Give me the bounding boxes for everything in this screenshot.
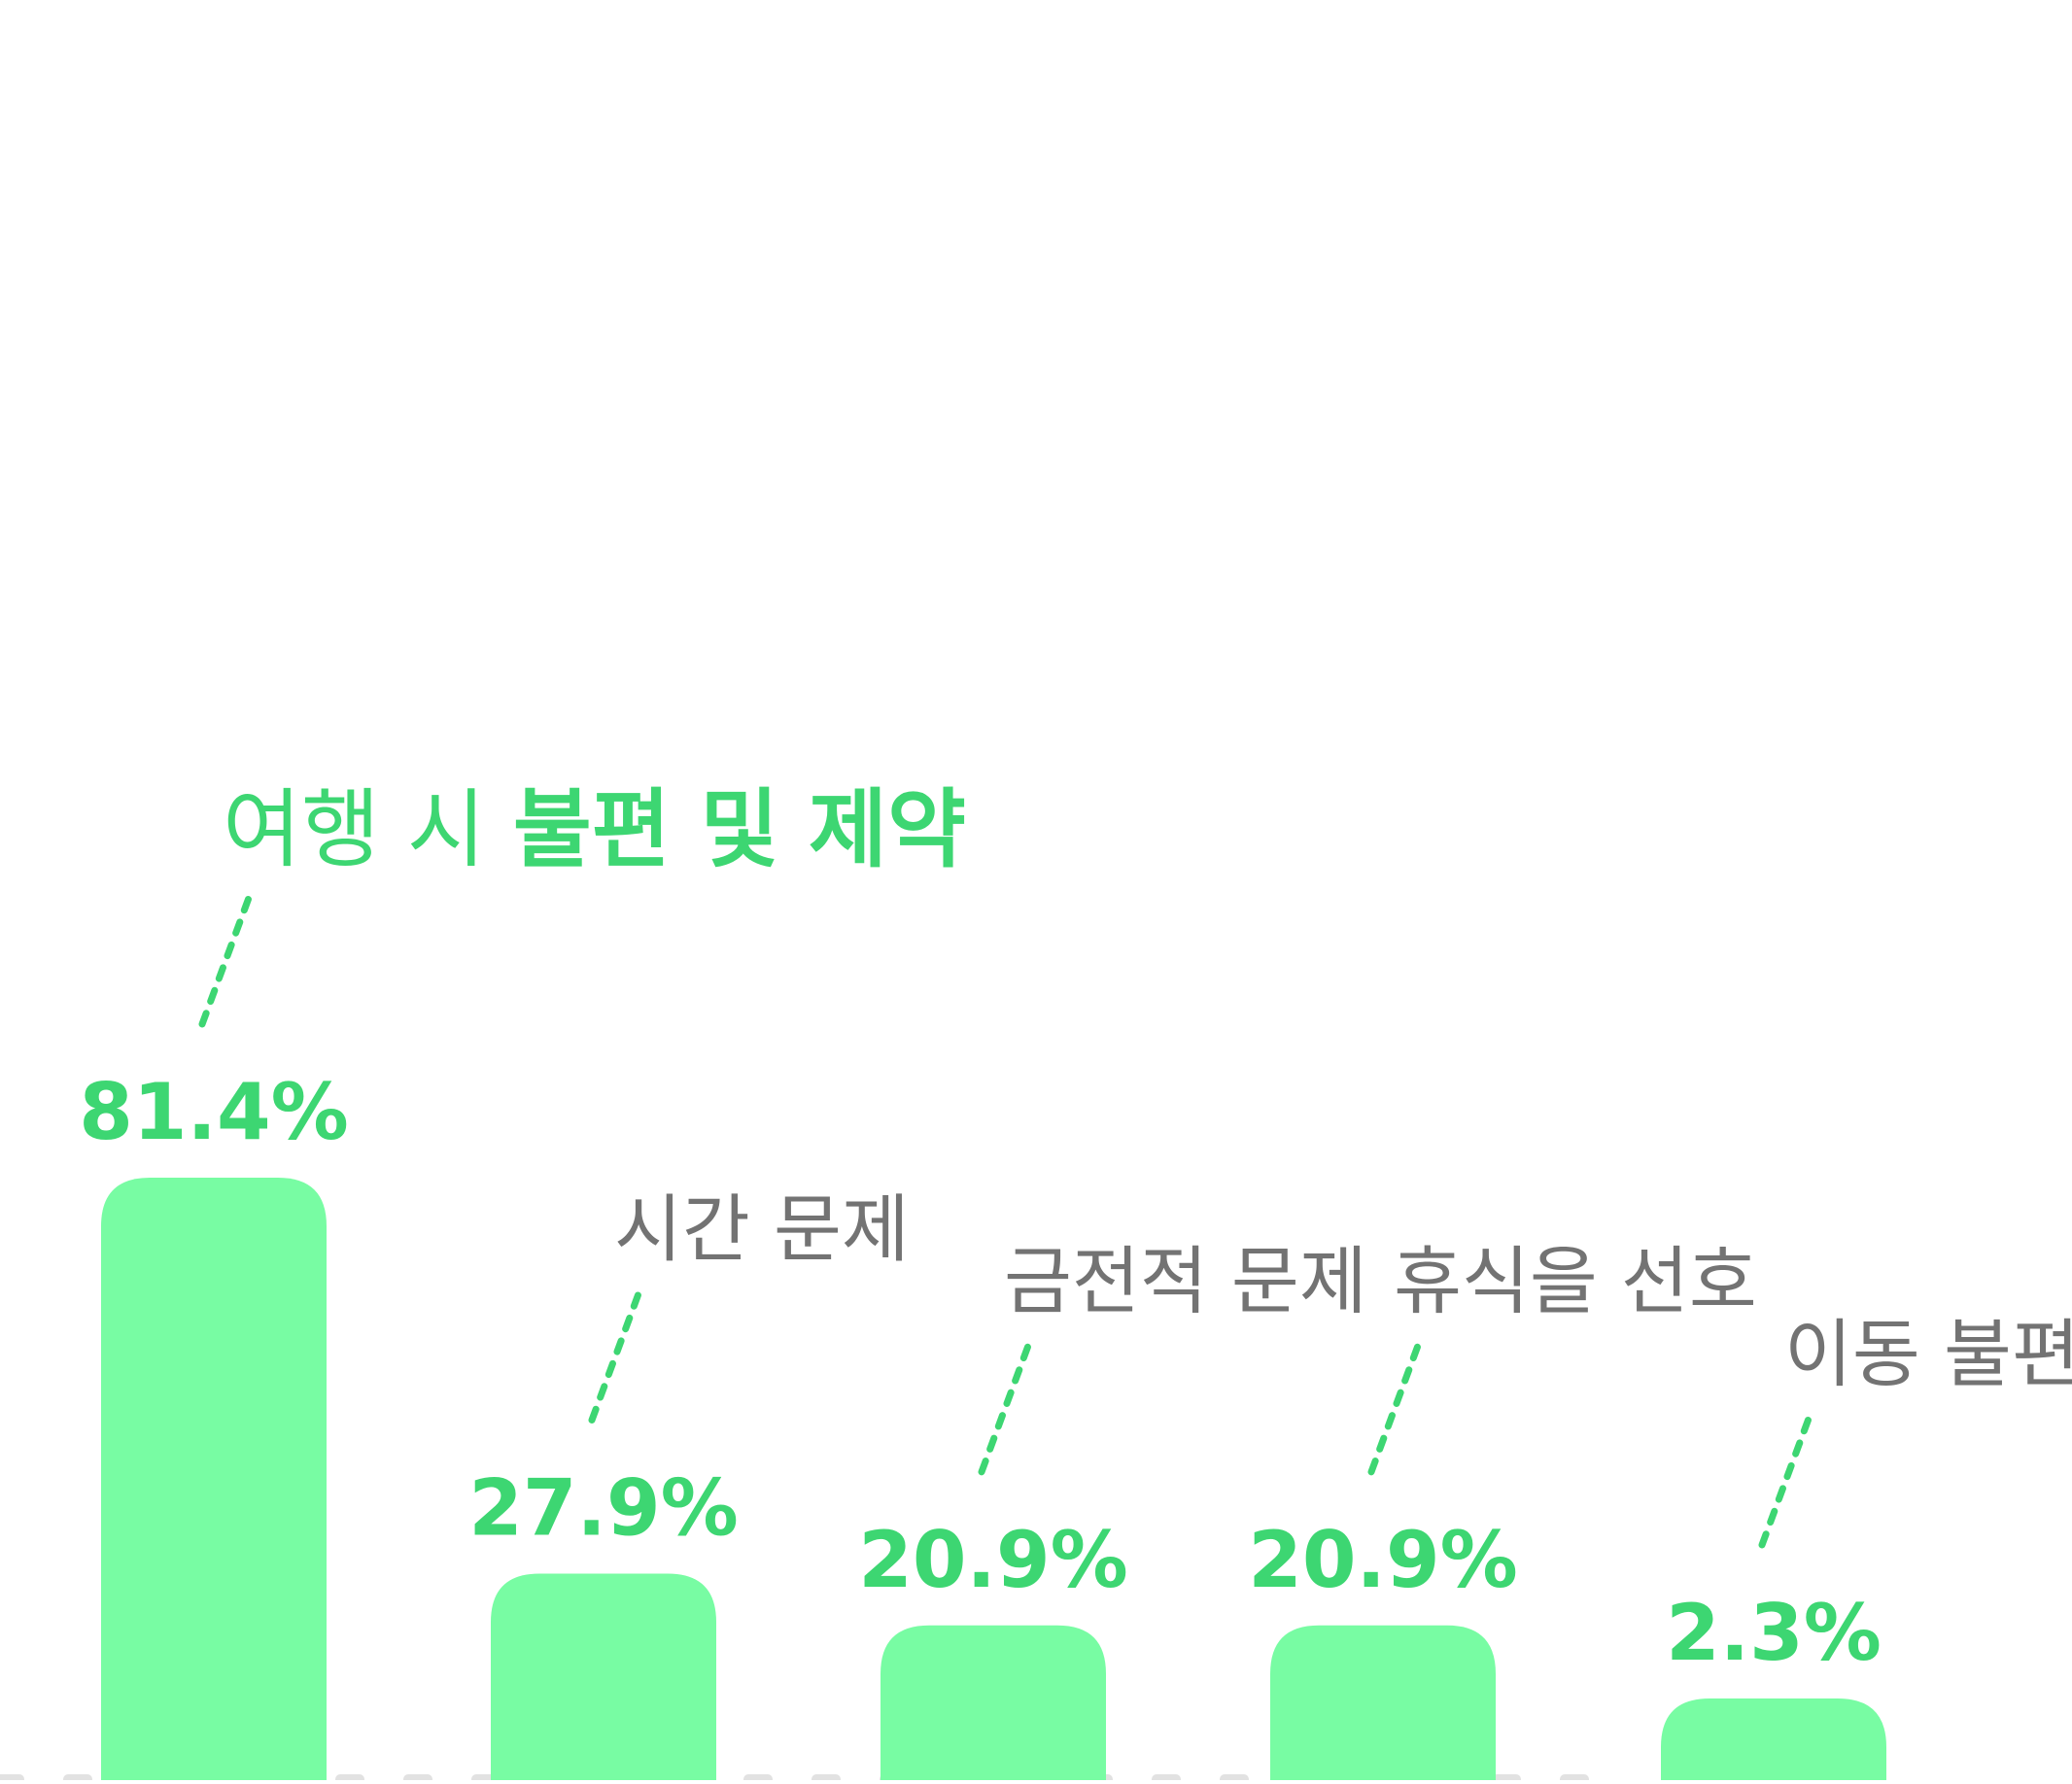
bar xyxy=(881,1625,1106,1780)
leader-line xyxy=(198,894,253,1028)
bar xyxy=(101,1178,327,1780)
leader-line xyxy=(588,1289,642,1424)
value-label: 81.4% xyxy=(79,1067,349,1157)
category-label-part: 여행 시 xyxy=(223,779,513,879)
leader-line xyxy=(978,1342,1032,1476)
value-label: 2.3% xyxy=(1666,1588,1882,1678)
category-label: 금전적 문제 xyxy=(1004,1238,1367,1324)
bar xyxy=(1661,1698,1886,1780)
category-label: 여행 시 불편 및 제약 xyxy=(223,779,966,879)
bar xyxy=(491,1573,716,1780)
leader-line xyxy=(1367,1342,1422,1476)
category-label: 휴식을 선호 xyxy=(1394,1238,1757,1324)
value-label: 27.9% xyxy=(468,1462,739,1553)
category-label: 이동 불편 xyxy=(1784,1311,2072,1397)
value-label: 20.9% xyxy=(1248,1515,1518,1605)
leader-line xyxy=(1758,1415,1813,1549)
value-label: 20.9% xyxy=(858,1515,1128,1605)
category-label-part: 불편 및 제약 xyxy=(513,779,966,879)
bar xyxy=(1270,1625,1496,1780)
category-label: 시간 문제 xyxy=(614,1185,910,1272)
